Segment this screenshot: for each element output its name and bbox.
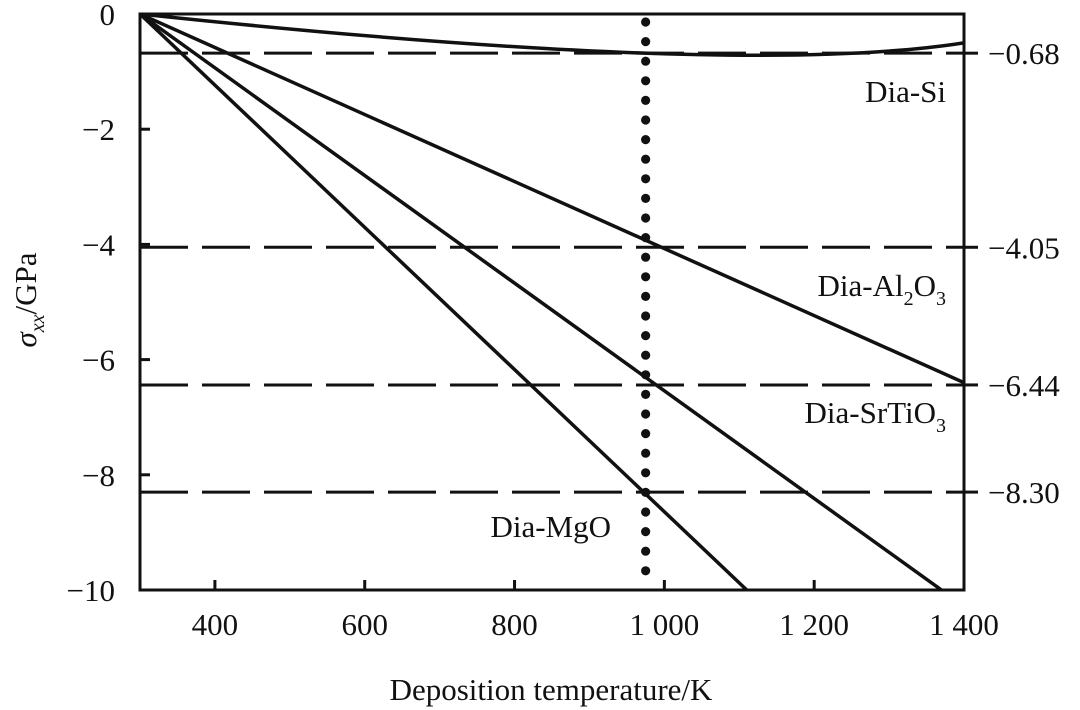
y-tick-label: −10 (67, 573, 115, 608)
x-tick-label: 1 000 (629, 607, 699, 642)
y-axis-subscript: xx (27, 314, 49, 333)
marker-dot (641, 389, 651, 399)
right-axis-labels: −0.68 −4.05 −6.44 −8.30 (964, 36, 1060, 510)
vertical-marker (641, 17, 651, 576)
series-label: Dia-Si (865, 74, 946, 109)
marker-dot (641, 311, 651, 321)
x-tick-label: 800 (491, 607, 538, 642)
y-tick-label: −4 (82, 227, 115, 262)
marker-dot (641, 272, 651, 282)
y-axis-title: σxx/GPa (8, 252, 49, 347)
y-tick-label: −8 (82, 458, 115, 493)
marker-dot (641, 370, 651, 380)
right-tick-label: −6.44 (988, 368, 1060, 403)
y-tick-label: −6 (82, 343, 115, 378)
marker-dot (641, 487, 651, 497)
y-axis: 0 −2 −4 −6 −8 −10 (67, 0, 150, 608)
series-label: Dia-SrTiO3 (805, 395, 947, 437)
marker-dot (641, 546, 651, 556)
right-tick-label: −4.05 (988, 230, 1060, 265)
marker-dot (641, 507, 651, 517)
x-axis-title: Deposition temperature/K (390, 672, 713, 707)
series-line (140, 14, 943, 590)
marker-dot (641, 448, 651, 458)
marker-dot (641, 115, 651, 125)
marker-dot (641, 95, 651, 105)
series-label: Dia-MgO (490, 509, 611, 544)
series-line (140, 14, 964, 58)
marker-dot (641, 429, 651, 439)
marker-dot (641, 527, 651, 537)
marker-dot (641, 213, 651, 223)
series-line (140, 14, 964, 385)
plot-frame (138, 12, 966, 592)
right-tick-label: −0.68 (988, 36, 1060, 71)
series-labels: Dia-Si Dia-Al2O3 Dia-SrTiO3 Dia-MgO (490, 74, 946, 544)
marker-dot (641, 331, 651, 341)
marker-dot (641, 17, 651, 27)
y-axis-unit: /GPa (8, 252, 43, 314)
marker-dot (641, 154, 651, 164)
marker-dot (641, 291, 651, 301)
marker-dot (641, 566, 651, 576)
marker-dot (641, 76, 651, 86)
marker-dot (641, 252, 651, 262)
x-tick-label: 400 (192, 607, 239, 642)
marker-dot (641, 174, 651, 184)
y-tick-label: 0 (100, 0, 116, 32)
marker-dot (641, 193, 651, 203)
x-tick-label: 1 200 (779, 607, 849, 642)
marker-dot (641, 468, 651, 478)
x-axis: 400 600 800 1 000 1 200 1 400 (192, 580, 999, 642)
marker-dot (641, 233, 651, 243)
x-tick-label: 600 (341, 607, 388, 642)
marker-dot (641, 37, 651, 47)
marker-dot (641, 135, 651, 145)
marker-dot (641, 409, 651, 419)
y-tick-label: −2 (82, 112, 115, 147)
marker-dot (641, 350, 651, 360)
x-tick-label: 1 400 (929, 607, 999, 642)
marker-dot (641, 56, 651, 66)
y-axis-symbol: σ (8, 331, 43, 348)
series-label: Dia-Al2O3 (818, 268, 946, 310)
right-tick-label: −8.30 (988, 475, 1060, 510)
series-line (140, 14, 748, 590)
